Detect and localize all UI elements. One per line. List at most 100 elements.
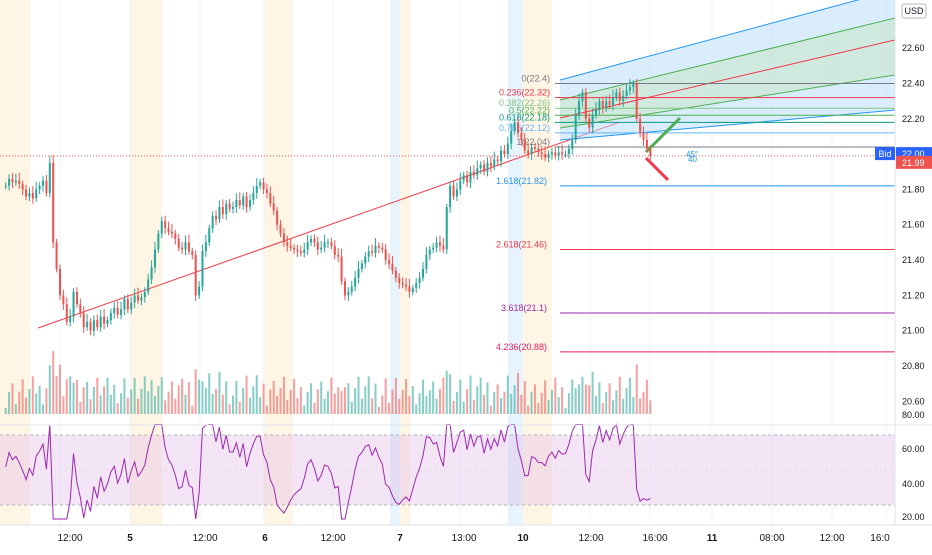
candle xyxy=(377,245,380,248)
price-tick-label: 20.60 xyxy=(902,396,925,406)
fib-level-label: 0.382(22.26) xyxy=(499,98,550,108)
volume-bar xyxy=(198,379,201,414)
time-tick-label: 16:0 xyxy=(870,533,890,544)
up-arrow xyxy=(644,116,682,154)
candle xyxy=(215,215,218,220)
volume-bar xyxy=(438,388,441,414)
candle xyxy=(540,152,543,155)
candle xyxy=(133,295,136,303)
volume-bar xyxy=(632,397,635,414)
candle xyxy=(303,249,306,253)
candle xyxy=(533,147,536,149)
volume-bar xyxy=(181,378,184,414)
volume-bar xyxy=(96,378,99,414)
volume-bar xyxy=(191,405,194,414)
volume-bar xyxy=(506,375,509,414)
volume-bar xyxy=(493,392,496,414)
volume-bar xyxy=(286,400,289,414)
candle xyxy=(62,295,65,305)
volume-bar xyxy=(164,400,167,414)
volume-bar xyxy=(343,387,346,414)
candle xyxy=(299,251,302,253)
volume-bar xyxy=(99,395,102,414)
volume-bar xyxy=(435,398,438,414)
candle xyxy=(537,148,540,153)
volume-bar xyxy=(371,398,374,414)
volume-bar xyxy=(174,398,177,414)
price-tick-label: 22.60 xyxy=(902,43,925,53)
session-band xyxy=(263,0,293,525)
candle xyxy=(11,178,14,183)
time-tick-label: 12:00 xyxy=(819,533,844,544)
candle xyxy=(140,297,143,301)
candle xyxy=(401,283,404,285)
candle xyxy=(296,249,299,252)
candle xyxy=(289,245,292,248)
volume-bar xyxy=(398,398,401,414)
volume-bar xyxy=(510,394,513,414)
candle xyxy=(28,192,31,197)
volume-bar xyxy=(92,386,95,414)
volume-bar xyxy=(160,377,163,414)
candle xyxy=(238,200,241,206)
volume-bar xyxy=(228,404,231,414)
price-tick-label: 21.00 xyxy=(902,326,925,336)
candle xyxy=(65,304,68,322)
volume-bar xyxy=(255,375,258,414)
channel-line xyxy=(559,39,896,119)
fib-level-label: 0.5(22.22) xyxy=(509,105,550,115)
volume-bar xyxy=(466,389,469,414)
volume-bar xyxy=(293,378,296,414)
volume-bar xyxy=(143,376,146,414)
volume-bar xyxy=(496,384,499,414)
price-tick-label: 21.20 xyxy=(902,290,925,300)
volume-bar xyxy=(8,392,11,414)
time-tick-label: 6 xyxy=(262,533,268,544)
candle xyxy=(561,152,564,155)
volume-bar xyxy=(513,385,516,414)
candle xyxy=(489,162,492,167)
candle xyxy=(435,242,438,248)
fib-level-label: 0(22.4) xyxy=(521,73,550,83)
candle xyxy=(367,251,370,257)
volume-bar xyxy=(215,388,218,414)
candle xyxy=(109,313,112,321)
volume-bar xyxy=(296,398,299,414)
volume-bar xyxy=(170,381,173,414)
volume-bar xyxy=(425,395,428,414)
volume-bar xyxy=(367,376,370,414)
candle xyxy=(248,200,251,208)
candle xyxy=(438,242,441,246)
volume-bar xyxy=(598,382,601,414)
candle xyxy=(445,207,448,250)
candle xyxy=(255,185,258,193)
volume-bar xyxy=(299,387,302,414)
time-tick-label: 12:00 xyxy=(192,533,217,544)
candle xyxy=(394,270,397,278)
candle xyxy=(313,238,316,243)
candle xyxy=(343,281,346,296)
volume-bar xyxy=(347,383,350,414)
candle xyxy=(106,320,109,324)
candle xyxy=(544,154,547,158)
candle xyxy=(391,263,394,271)
volume-bar xyxy=(337,387,340,414)
volume-bar xyxy=(52,351,55,414)
volume-bar xyxy=(408,396,411,414)
volume-bar xyxy=(21,379,24,414)
candle xyxy=(625,90,628,96)
candle xyxy=(588,118,591,128)
candle xyxy=(591,115,594,128)
volume-bar xyxy=(452,400,455,414)
candle xyxy=(52,162,55,243)
candle xyxy=(520,132,523,140)
volume-bar xyxy=(116,403,119,414)
volume-bar xyxy=(472,400,475,414)
candle xyxy=(157,233,160,250)
candle xyxy=(86,321,89,328)
session-band xyxy=(400,0,410,525)
volume-bar xyxy=(279,388,282,414)
volume-bar xyxy=(38,386,41,414)
candle xyxy=(527,150,530,155)
